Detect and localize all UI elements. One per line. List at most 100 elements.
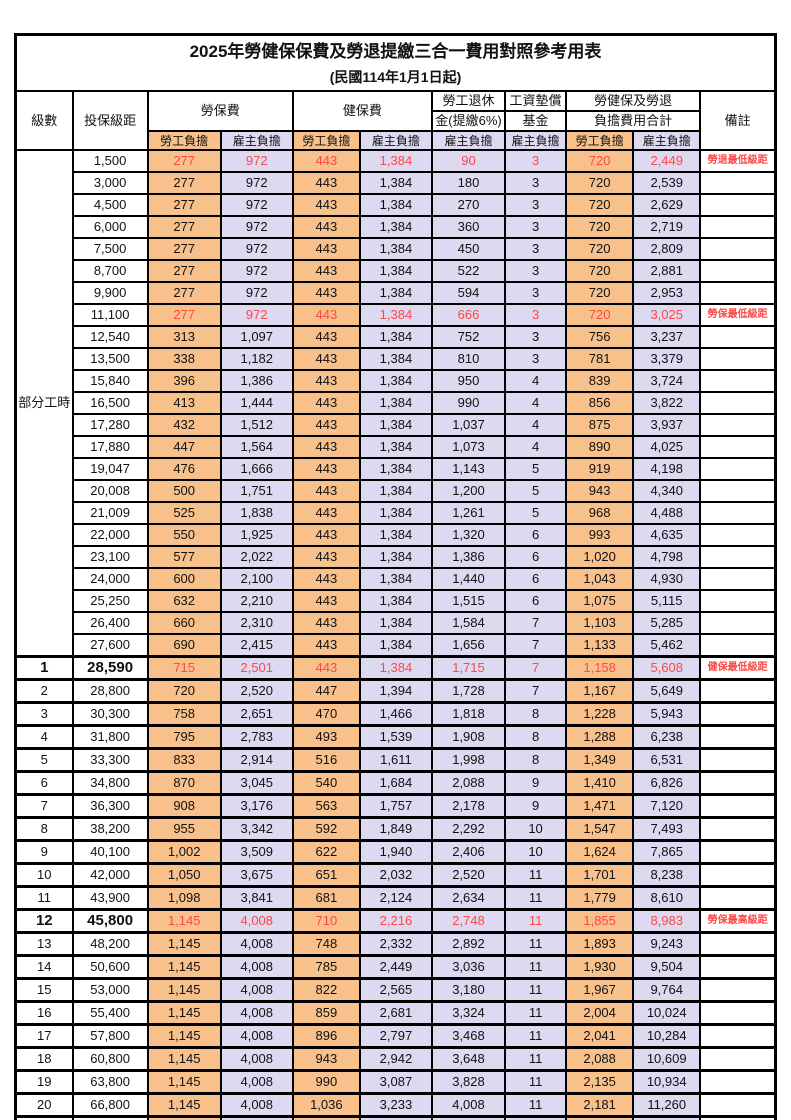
- value-cell: 715: [146, 655, 222, 681]
- value-cell: 5,115: [632, 589, 702, 613]
- table-body: 部分工時 1,500 277 972 443 1,384 90 3 720 2,449 勞退最低級距…: [14, 149, 777, 1120]
- value-cell: 4,008: [430, 1092, 507, 1118]
- value-cell: 3: [504, 215, 568, 239]
- value-cell: 2,953: [632, 281, 702, 305]
- value-cell: 443: [291, 193, 361, 217]
- value-cell: 8,238: [632, 862, 702, 888]
- value-cell: 2,634: [430, 885, 507, 911]
- value-cell: 3,025: [632, 303, 702, 327]
- value-cell: 1,757: [358, 793, 433, 819]
- remark-cell: [699, 633, 777, 658]
- value-cell: 443: [291, 633, 361, 658]
- remark-cell: [699, 1069, 777, 1095]
- value-cell: 1,145: [146, 931, 222, 957]
- remark-cell: [699, 1092, 777, 1118]
- value-cell: 277: [146, 281, 222, 305]
- value-cell: 2,292: [430, 816, 507, 842]
- header-total-employer-share: 雇主負擔: [632, 130, 702, 151]
- value-cell: 2,881: [632, 259, 702, 283]
- value-cell: 443: [291, 391, 361, 415]
- value-cell: 1,547: [565, 816, 635, 842]
- value-cell: 443: [291, 523, 361, 547]
- value-cell: 11: [504, 977, 568, 1003]
- table-row: 4 31,800 795 2,783 493 1,539 1,908 8 1,288 6,238: [14, 724, 777, 750]
- table-row: 7 36,300 908 3,176 563 1,757 2,178 9 1,471 7,120: [14, 793, 777, 819]
- value-cell: 447: [146, 435, 222, 459]
- level-cell: 16: [14, 1000, 74, 1026]
- bracket-cell: 26,400: [71, 611, 149, 635]
- value-cell: 4,008: [219, 1115, 294, 1120]
- value-cell: 2,004: [565, 1000, 635, 1026]
- value-cell: 2,914: [219, 747, 294, 773]
- table-row: 3,000 277 972 443 1,384 180 3 720 2,539: [16, 171, 777, 195]
- value-cell: 1,908: [430, 724, 507, 750]
- table-row: 2169,8001,1454,0081,0833,3784,188112,228…: [14, 1115, 777, 1120]
- table-row: 12,540 313 1,097 443 1,384 752 3 756 3,237: [16, 325, 777, 349]
- value-cell: 1,384: [358, 149, 433, 173]
- value-cell: 2,310: [219, 611, 294, 635]
- value-cell: 476: [146, 457, 222, 481]
- value-cell: 277: [146, 149, 222, 173]
- header-health-employer-share: 雇主負擔: [358, 130, 433, 151]
- header-wage-fund-line1: 工資墊償: [504, 90, 568, 112]
- value-cell: 1,684: [358, 770, 433, 796]
- bracket-cell: 4,500: [71, 193, 149, 217]
- value-cell: 450: [430, 237, 507, 261]
- value-cell: 681: [291, 885, 361, 911]
- header-health-employee-share: 勞工負擔: [291, 130, 361, 151]
- bracket-cell: 34,800: [71, 770, 149, 796]
- value-cell: 2,449: [358, 954, 433, 980]
- remark-cell: [699, 862, 777, 888]
- value-cell: 822: [291, 977, 361, 1003]
- value-cell: 11: [504, 931, 568, 957]
- value-cell: 1,145: [146, 1000, 222, 1026]
- value-cell: 5: [504, 479, 568, 503]
- value-cell: 870: [146, 770, 222, 796]
- value-cell: 720: [565, 303, 635, 327]
- table-row: 25,250 632 2,210 443 1,384 1,515 6 1,075 5,115: [16, 589, 777, 613]
- value-cell: 5,649: [632, 678, 702, 704]
- value-cell: 3,237: [632, 325, 702, 349]
- table-row: 9,900 277 972 443 1,384 594 3 720 2,953: [16, 281, 777, 305]
- bracket-cell: 48,200: [71, 931, 149, 957]
- value-cell: 651: [291, 862, 361, 888]
- table-row: 8 38,200 955 3,342 592 1,849 2,292 10 1,547 7,493: [14, 816, 777, 842]
- title-row: 2025年勞健保保費及勞退提繳三合一費用對照參考用表 (民國114年1月1日起): [14, 33, 777, 92]
- value-cell: 8,983: [632, 908, 702, 934]
- value-cell: 2,332: [358, 931, 433, 957]
- value-cell: 11: [504, 862, 568, 888]
- bracket-cell: 28,800: [71, 678, 149, 704]
- table-row: 部分工時 1,500 277 972 443 1,384 90 3 720 2,449 勞退最低級距: [14, 149, 777, 658]
- remark-cell: [699, 545, 777, 569]
- table-row: 24,000 600 2,100 443 1,384 1,440 6 1,043 4,930: [16, 567, 777, 591]
- value-cell: 3,675: [219, 862, 294, 888]
- value-cell: 11: [504, 908, 568, 934]
- value-cell: 9,764: [632, 977, 702, 1003]
- value-cell: 890: [565, 435, 635, 459]
- value-cell: 443: [291, 567, 361, 591]
- value-cell: 2,415: [219, 633, 294, 658]
- value-cell: 943: [291, 1046, 361, 1072]
- value-cell: 1,143: [430, 457, 507, 481]
- value-cell: 1,145: [146, 1069, 222, 1095]
- value-cell: 2,719: [632, 215, 702, 239]
- bracket-cell: 63,800: [71, 1069, 149, 1095]
- value-cell: 2,088: [565, 1046, 635, 1072]
- value-cell: 1,611: [358, 747, 433, 773]
- remark-cell: [699, 281, 777, 305]
- value-cell: 5: [504, 501, 568, 525]
- value-cell: 1,145: [146, 1023, 222, 1049]
- value-cell: 443: [291, 281, 361, 305]
- value-cell: 8: [504, 724, 568, 750]
- value-cell: 3: [504, 237, 568, 261]
- value-cell: 1,384: [358, 325, 433, 349]
- value-cell: 550: [146, 523, 222, 547]
- value-cell: 1,384: [358, 413, 433, 437]
- value-cell: 896: [291, 1023, 361, 1049]
- value-cell: 338: [146, 347, 222, 371]
- header-row-groups-line2: 金(提繳6%) 基金 負擔費用合計: [16, 110, 776, 132]
- value-cell: 859: [291, 1000, 361, 1026]
- value-cell: 1,394: [358, 678, 433, 704]
- value-cell: 1,384: [358, 259, 433, 283]
- value-cell: 11: [504, 1115, 568, 1120]
